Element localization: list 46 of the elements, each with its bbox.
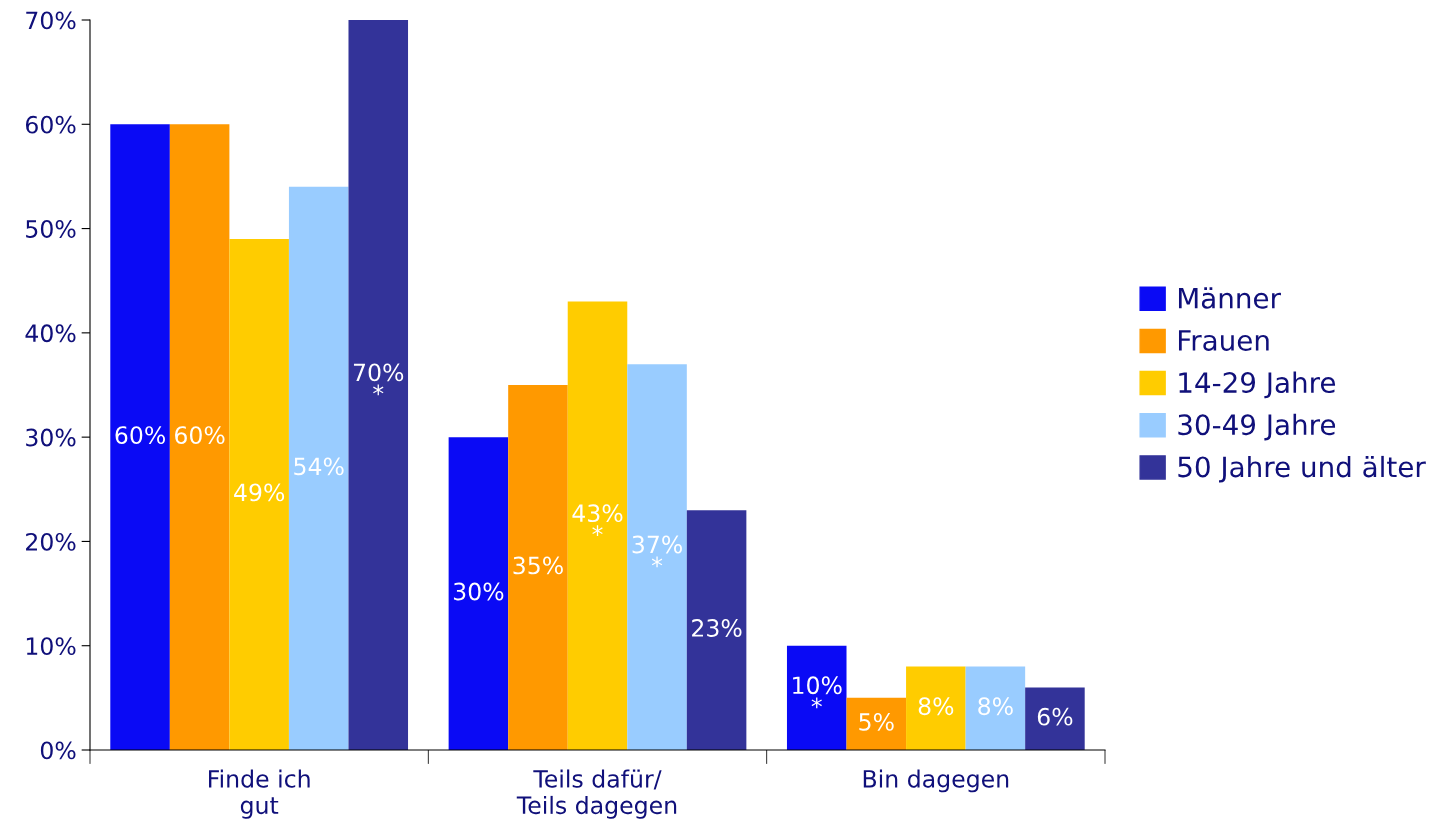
data-label: 10% * — [793, 676, 842, 709]
bar — [348, 20, 409, 750]
data-label: 5% — [859, 712, 894, 731]
legend-label: Frauen — [1178, 330, 1269, 351]
x-tick-label: Teils dafür/ Teils dagegen — [516, 769, 677, 819]
legend-label: Männer — [1178, 287, 1281, 309]
data-label: 35% — [513, 556, 563, 575]
bar — [965, 666, 1026, 750]
data-label: 30% — [453, 582, 504, 601]
bar — [229, 239, 289, 750]
data-label: 60% — [115, 426, 166, 444]
bar — [508, 385, 568, 750]
legend-label: 50 Jahre und älter — [1178, 455, 1426, 483]
data-label: 60% — [175, 426, 225, 444]
data-label: 8% — [918, 697, 954, 716]
bar — [627, 364, 687, 750]
bar — [110, 124, 170, 750]
data-label: 23% — [692, 619, 742, 637]
y-tick-label: 70% — [26, 11, 76, 30]
legend-label: 30-49 Jahre — [1178, 413, 1336, 441]
y-tick-label: 50% — [26, 220, 76, 238]
bar — [567, 301, 628, 750]
bar — [1025, 687, 1085, 750]
bar — [846, 697, 907, 750]
data-label: 54% — [294, 457, 344, 476]
y-tick-label: 10% — [26, 637, 76, 656]
data-label: 70% * — [353, 363, 404, 396]
bar — [448, 437, 509, 750]
data-label: 49% — [234, 483, 285, 502]
y-tick-label: 60% — [25, 115, 76, 134]
data-label: 8% — [978, 697, 1013, 716]
x-tick-label: Bin dagegen — [863, 769, 1009, 793]
y-tick-label: 20% — [26, 532, 76, 551]
y-tick-label: 40% — [25, 324, 76, 343]
bar — [786, 645, 847, 750]
data-label: 37% * — [632, 535, 682, 568]
bar — [686, 510, 747, 750]
bar — [288, 186, 349, 750]
y-tick-label: 0% — [40, 741, 76, 760]
y-tick-label: 30% — [26, 428, 76, 447]
data-label: 43% * — [572, 504, 623, 537]
bar — [906, 666, 966, 750]
data-label: 6% — [1037, 707, 1073, 726]
legend-label: 14-29 Jahre — [1179, 371, 1336, 399]
bar — [169, 124, 230, 750]
x-tick-label: Finde ich gut — [209, 769, 310, 819]
